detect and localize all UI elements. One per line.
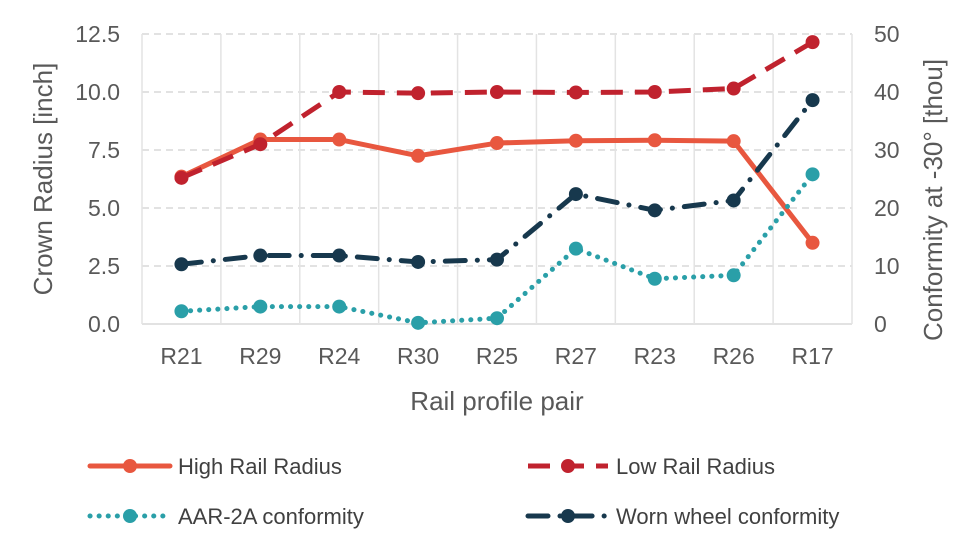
data-point: [726, 134, 741, 149]
legend-item: High Rail Radius: [87, 454, 342, 479]
x-tick-label: R26: [713, 343, 755, 369]
legend-item: Worn wheel conformity: [525, 504, 839, 529]
data-point: [726, 81, 741, 96]
x-axis-title: Rail profile pair: [410, 386, 584, 416]
grid: [141, 33, 853, 325]
x-tick-label: R27: [555, 343, 597, 369]
y2-tick-label: 50: [874, 21, 900, 47]
x-tick-label: R17: [791, 343, 833, 369]
data-point: [332, 132, 347, 147]
data-point: [726, 193, 741, 208]
legend-marker: [561, 459, 575, 473]
legend-label: AAR-2A conformity: [178, 504, 364, 529]
legend-item: Low Rail Radius: [528, 454, 775, 479]
y-tick-label: 0.0: [88, 311, 120, 337]
y2-tick-label: 30: [874, 137, 900, 163]
data-point: [805, 93, 820, 108]
series-line: [178, 137, 816, 246]
data-point: [647, 133, 662, 148]
y-tick-label: 7.5: [88, 137, 120, 163]
data-point: [647, 271, 662, 286]
y-axis-title: Crown Radius [inch]: [28, 63, 58, 296]
series-layer: [174, 35, 820, 330]
x-tick-label: R25: [476, 343, 518, 369]
series-line: [180, 39, 814, 181]
y-tick-label: 12.5: [75, 21, 120, 47]
tick-labels: 0.0 2.5 5.0 7.5 10.0 12.5 0 10 20 30 40 50 R21 R29 R24…: [75, 21, 899, 369]
data-point: [568, 133, 583, 148]
data-point: [490, 85, 504, 99]
x-tick-label: R24: [318, 343, 360, 369]
data-point: [411, 148, 426, 163]
x-tick-label: R23: [634, 343, 676, 369]
legend-marker: [123, 509, 137, 523]
y2-tick-label: 20: [874, 195, 900, 221]
data-point: [411, 254, 426, 269]
data-point: [411, 315, 426, 330]
series-aar-2a-conformity: [174, 167, 820, 330]
data-point: [490, 252, 504, 267]
series-worn-wheel-conformity: [174, 93, 820, 272]
series-line: [178, 97, 816, 267]
data-point: [568, 85, 583, 100]
x-tick-label: R30: [397, 343, 439, 369]
data-point: [253, 137, 268, 152]
legend-marker: [123, 459, 137, 473]
legend: High Rail Radius Low Rail Radius AAR-2A co…: [87, 454, 839, 529]
data-point: [490, 136, 504, 151]
y2-tick-label: 0: [874, 311, 887, 337]
legend-label: High Rail Radius: [178, 454, 342, 479]
series-line: [178, 171, 816, 326]
legend-label: Worn wheel conformity: [616, 504, 839, 529]
data-point: [805, 35, 820, 50]
data-point: [332, 85, 347, 99]
data-point: [332, 248, 347, 263]
y-tick-label: 5.0: [88, 195, 120, 221]
series-low-rail-radius: [174, 35, 820, 185]
data-point: [568, 187, 583, 202]
legend-marker: [561, 509, 575, 523]
data-point: [647, 85, 662, 99]
data-point: [568, 241, 583, 256]
data-point: [805, 167, 820, 182]
legend-item: AAR-2A conformity: [87, 504, 364, 529]
legend-label: Low Rail Radius: [616, 454, 775, 479]
data-point: [332, 299, 347, 314]
y-tick-label: 10.0: [75, 79, 120, 105]
data-point: [253, 299, 268, 314]
y-tick-label: 2.5: [88, 253, 120, 279]
data-point: [253, 248, 268, 263]
data-point: [647, 203, 662, 218]
data-point: [174, 170, 189, 185]
y2-tick-label: 40: [874, 79, 900, 105]
data-point: [490, 311, 504, 326]
y2-axis-title: Conformity at -30° [thou]: [918, 59, 948, 341]
data-point: [726, 268, 741, 283]
x-tick-label: R21: [160, 343, 202, 369]
data-point: [174, 304, 189, 319]
x-tick-label: R29: [239, 343, 281, 369]
y2-tick-label: 10: [874, 253, 900, 279]
data-point: [411, 86, 426, 101]
data-point: [174, 257, 189, 272]
data-point: [805, 235, 820, 250]
